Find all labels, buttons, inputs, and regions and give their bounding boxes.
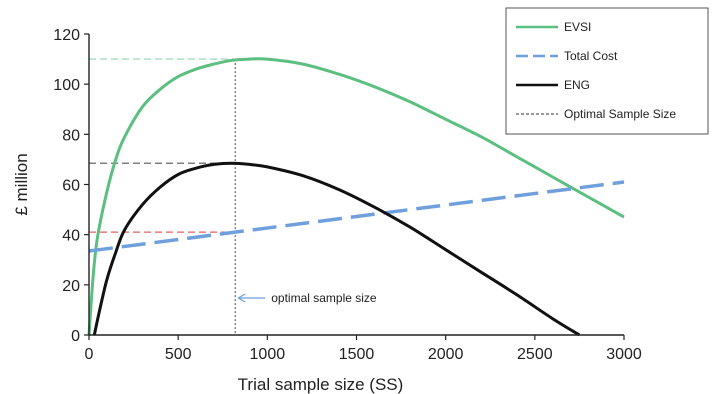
reference-lines-group [89, 58, 236, 335]
y-axis-title: £ million [12, 153, 31, 215]
y-tick-label: 60 [62, 178, 80, 195]
x-tick-label: 1000 [250, 346, 286, 363]
series-line-evsi [87, 57, 625, 336]
y-tick-label: 0 [71, 328, 80, 345]
y-tick-label: 20 [62, 278, 80, 295]
y-tick-label: 120 [53, 27, 80, 44]
x-tick-label: 2500 [517, 346, 553, 363]
x-axis-title: Trial sample size (SS) [238, 375, 404, 394]
y-tick-label: 80 [62, 127, 80, 144]
x-tick-label: 1500 [339, 346, 375, 363]
x-tick-label: 0 [85, 346, 94, 363]
legend: EVSI Total Cost ENG Optimal Sample Size [505, 7, 709, 135]
series-group [87, 57, 625, 337]
legend-label: Optimal Sample Size [564, 107, 676, 121]
legend-label: ENG [564, 78, 590, 92]
legend-label: Total Cost [564, 49, 618, 63]
annotation-group: optimal sample size [237, 291, 377, 305]
x-tick-label: 500 [165, 346, 192, 363]
annotation-label: optimal sample size [271, 291, 377, 305]
y-tick-label: 100 [53, 77, 80, 94]
x-tick-label: 2000 [428, 346, 464, 363]
y-tick-label: 40 [62, 228, 80, 245]
legend-label: EVSI [564, 20, 591, 34]
annotation-arrow-head [237, 293, 246, 303]
series-line-total-cost [88, 180, 625, 253]
legend-box [505, 7, 709, 135]
x-tick-label: 3000 [606, 346, 642, 363]
series-line-eng [92, 161, 581, 337]
axes-group: 0 20 40 60 80 100 120 0 500 1000 1500 2000 2500 3000 [53, 27, 642, 363]
